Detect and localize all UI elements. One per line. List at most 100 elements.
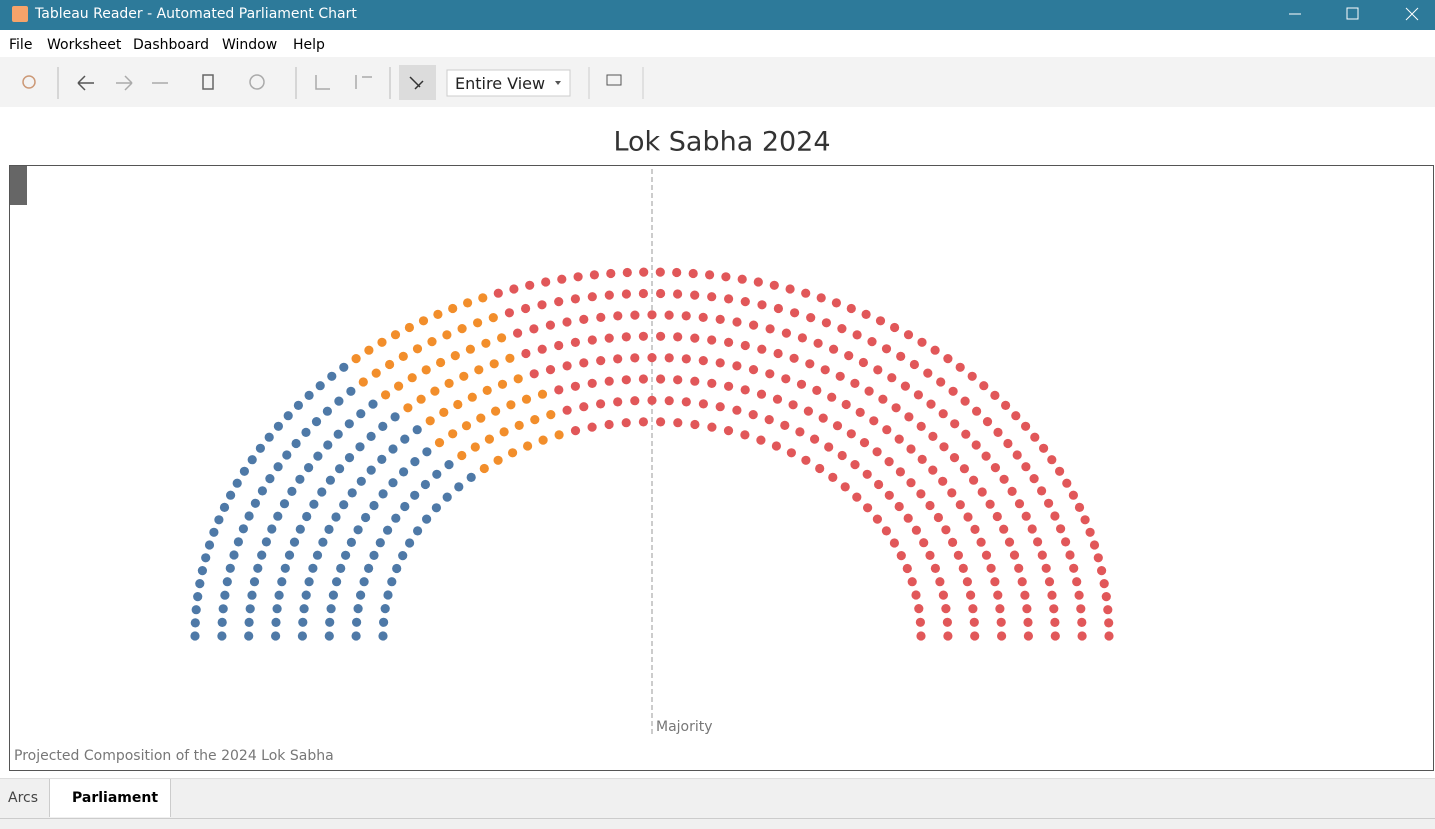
sheet-tab[interactable]: Parliament: [49, 779, 172, 817]
seat: [331, 512, 341, 522]
seat: [604, 333, 614, 343]
seat: [513, 328, 523, 338]
seat: [1021, 462, 1031, 472]
seat: [673, 418, 683, 428]
seat: [596, 312, 606, 322]
seat: [271, 617, 281, 627]
seat: [1093, 553, 1103, 563]
seat: [1072, 577, 1082, 587]
seat: [606, 268, 616, 279]
seat: [831, 298, 842, 308]
seat: [1104, 618, 1114, 628]
seat: [936, 377, 946, 387]
seat: [773, 303, 784, 314]
seat: [570, 381, 581, 391]
seat: [832, 421, 843, 431]
seat: [481, 338, 491, 348]
seat: [326, 604, 336, 614]
seat: [882, 425, 892, 435]
seat: [369, 550, 379, 560]
seat: [301, 590, 311, 600]
seat: [250, 498, 260, 508]
seat: [1001, 400, 1011, 410]
menu-item[interactable]: Window: [222, 37, 278, 53]
seat: [723, 426, 734, 436]
seat: [284, 550, 295, 560]
seat: [410, 457, 420, 467]
seat: [909, 359, 920, 370]
seat: [894, 434, 904, 444]
seat: [434, 438, 445, 448]
seat: [986, 563, 996, 573]
seat: [938, 590, 949, 600]
seat: [346, 537, 356, 547]
seat: [824, 442, 834, 452]
seat: [444, 460, 454, 470]
seat: [914, 604, 924, 614]
seat: [304, 463, 314, 473]
seat: [1076, 604, 1086, 614]
seat: [562, 405, 572, 415]
seat: [358, 377, 368, 387]
seat: [655, 267, 665, 277]
seat: [613, 397, 623, 407]
seat: [273, 511, 283, 521]
seat: [949, 453, 960, 463]
seat: [554, 430, 564, 440]
seat: [911, 525, 922, 535]
seat: [272, 604, 282, 614]
seat: [521, 394, 532, 404]
seat: [1065, 550, 1075, 560]
seat: [388, 478, 398, 488]
seat: [995, 604, 1005, 614]
seat: [378, 421, 388, 431]
seat: [478, 293, 488, 303]
seat: [271, 631, 281, 641]
sheet-tab[interactable]: Arcs: [8, 790, 39, 806]
seat: [579, 314, 589, 324]
seat: [656, 331, 666, 341]
seat: [214, 515, 224, 525]
seat: [948, 537, 958, 547]
seat: [841, 399, 851, 410]
seat: [405, 538, 415, 548]
menu-item[interactable]: Help: [293, 37, 325, 53]
seat: [613, 311, 623, 321]
seat: [846, 429, 856, 439]
seat: [378, 631, 388, 641]
seat: [554, 297, 564, 307]
seat: [621, 418, 631, 428]
seat: [681, 397, 691, 407]
seat: [280, 563, 290, 573]
view-dropdown[interactable]: Entire View: [455, 74, 546, 93]
sheet-controls[interactable]: [10, 166, 27, 205]
seat: [229, 550, 239, 560]
seat: [418, 316, 429, 326]
seat: [1004, 537, 1015, 547]
seat: [562, 317, 572, 327]
seat: [324, 631, 334, 641]
seat: [257, 550, 267, 560]
seat: [772, 394, 783, 404]
seat: [732, 405, 742, 415]
seat: [917, 337, 927, 347]
seat: [1050, 617, 1060, 627]
seat: [381, 390, 391, 400]
seat: [339, 500, 349, 510]
seat: [323, 440, 333, 450]
menu-item[interactable]: Dashboard: [133, 37, 209, 53]
seat: [638, 331, 649, 341]
seat: [301, 427, 311, 437]
window-controls[interactable]: [1280, 0, 1435, 30]
seat: [786, 448, 797, 458]
seat: [433, 309, 443, 319]
menu-item[interactable]: File: [9, 37, 33, 53]
seat: [244, 617, 254, 627]
seat: [1030, 432, 1040, 442]
seat: [911, 590, 921, 600]
menu-item[interactable]: Worksheet: [47, 37, 122, 53]
seat: [416, 394, 426, 404]
seat: [545, 320, 556, 330]
seat: [923, 368, 933, 378]
seat: [828, 472, 838, 482]
